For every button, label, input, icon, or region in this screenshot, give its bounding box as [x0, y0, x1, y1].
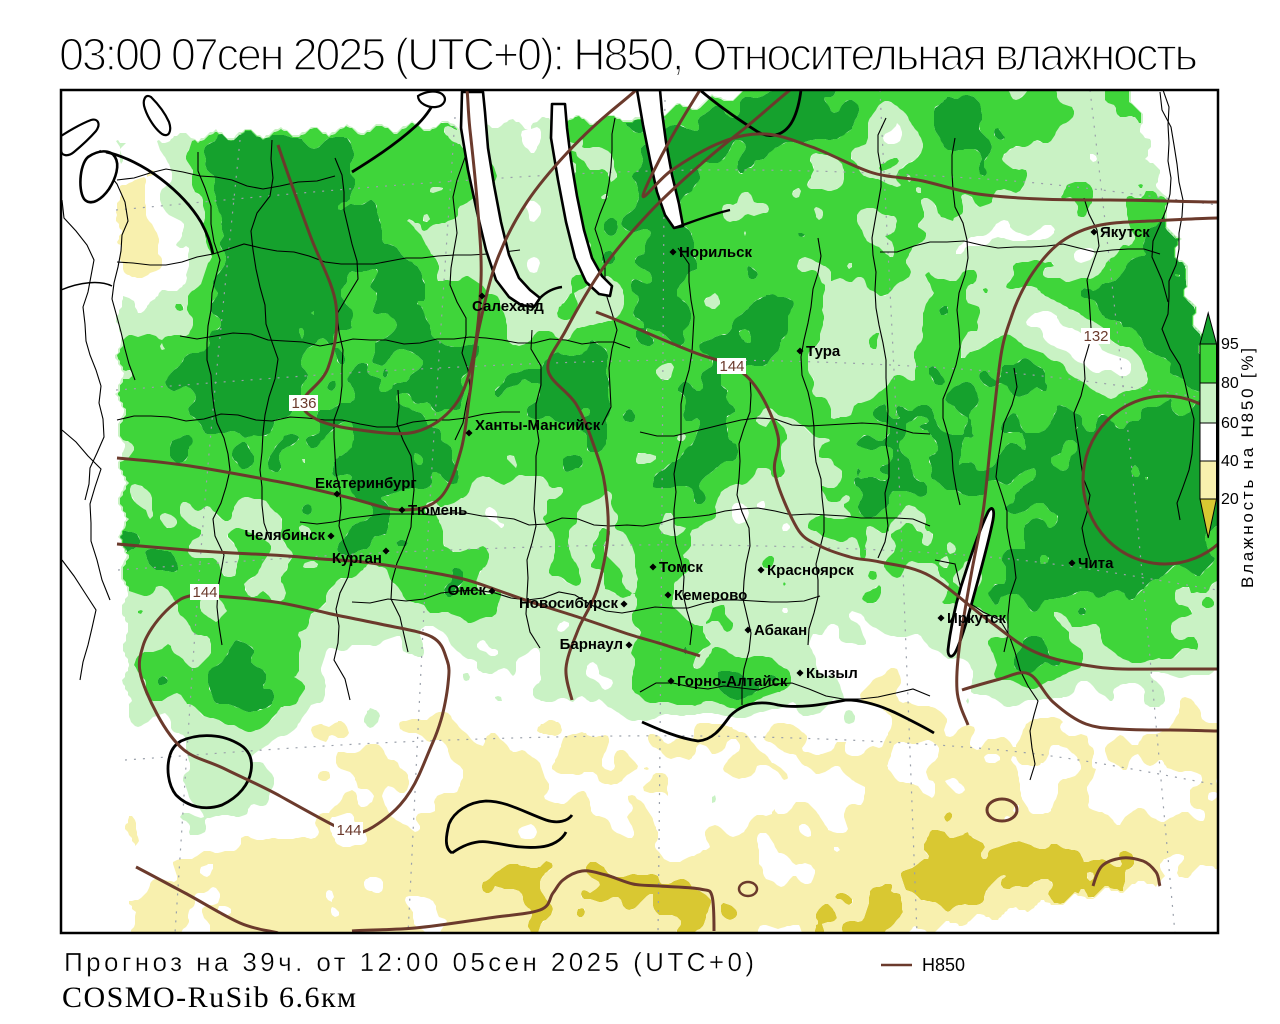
svg-text:Красноярск: Красноярск	[767, 562, 854, 579]
svg-text:Томск: Томск	[659, 559, 703, 576]
svg-text:Норильск: Норильск	[679, 244, 752, 261]
svg-text:144: 144	[719, 358, 744, 375]
svg-text:Курган: Курган	[332, 550, 382, 567]
svg-text:Екатеринбург: Екатеринбург	[315, 475, 417, 492]
svg-text:Чита: Чита	[1078, 555, 1114, 572]
svg-text:Новосибирск: Новосибирск	[519, 595, 619, 612]
svg-text:40: 40	[1221, 453, 1239, 470]
svg-text:136: 136	[291, 395, 316, 412]
svg-text:Кызыл: Кызыл	[806, 665, 858, 682]
svg-text:Иркутск: Иркутск	[947, 610, 1006, 627]
svg-text:Тура: Тура	[806, 343, 841, 360]
svg-text:03:00 07сен 2025 (UTC+0): H850: 03:00 07сен 2025 (UTC+0): H850, Относите…	[59, 29, 1198, 80]
svg-text:Омск: Омск	[448, 582, 487, 599]
svg-text:60: 60	[1221, 415, 1239, 432]
svg-text:132: 132	[1083, 328, 1108, 345]
svg-text:Прогноз на 39ч. от 12:00 05сен: Прогноз на 39ч. от 12:00 05сен 2025 (UTC…	[64, 947, 754, 977]
svg-text:COSMO-RuSib 6.6км: COSMO-RuSib 6.6км	[62, 981, 356, 1014]
svg-text:144: 144	[192, 584, 217, 601]
svg-text:Абакан: Абакан	[754, 622, 807, 639]
svg-text:Тюмень: Тюмень	[408, 502, 467, 519]
svg-text:Челябинск: Челябинск	[244, 527, 325, 544]
svg-text:20: 20	[1221, 491, 1239, 508]
svg-text:H850: H850	[922, 955, 965, 975]
svg-text:80: 80	[1221, 375, 1239, 392]
svg-text:Ханты-Мансийск: Ханты-Мансийск	[475, 417, 601, 434]
svg-text:Влажность на H850 [%]: Влажность на H850 [%]	[1238, 348, 1257, 588]
svg-text:Кемерово: Кемерово	[674, 587, 747, 604]
svg-text:Якутск: Якутск	[1100, 224, 1150, 241]
svg-text:Горно-Алтайск: Горно-Алтайск	[677, 673, 788, 690]
svg-text:Салехард: Салехард	[472, 298, 544, 315]
svg-text:Барнаул: Барнаул	[560, 636, 623, 653]
svg-text:95: 95	[1221, 336, 1239, 353]
svg-text:144: 144	[336, 822, 361, 839]
